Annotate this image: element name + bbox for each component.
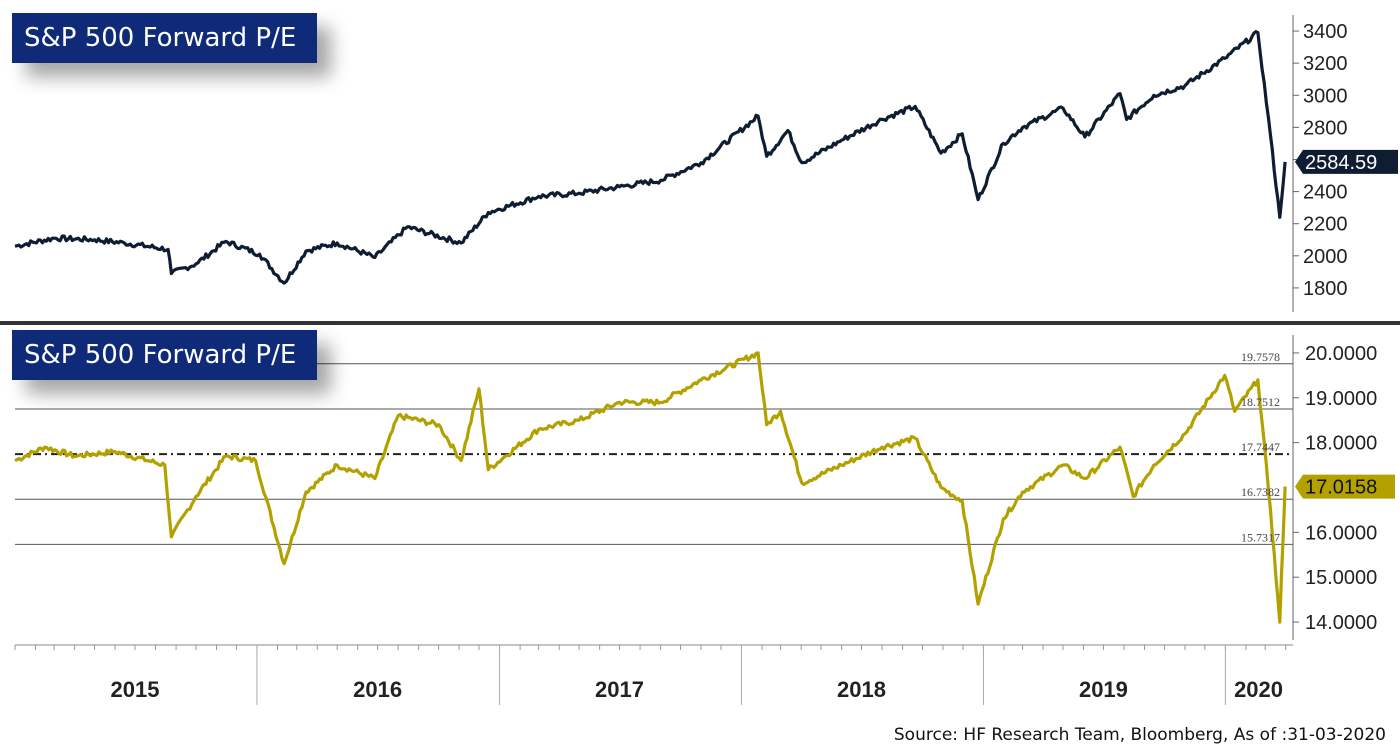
reference-line-label: 17.7447 [1241, 440, 1280, 454]
reference-line-label: 18.7512 [1241, 395, 1280, 409]
y-tick-label: 14.0000 [1305, 612, 1377, 634]
x-tick-label: 2019 [1079, 677, 1128, 702]
x-tick-label: 2017 [595, 677, 644, 702]
x-tick-label: 2015 [111, 677, 160, 702]
series-line [14, 351, 1287, 624]
y-tick-label: 2400 [1303, 182, 1348, 204]
bottom-panel: 19.7578 18.7512 17.7447 16.7382 15.7317 20.00… [14, 335, 1395, 640]
last-value-label: 17.0158 [1305, 477, 1377, 499]
y-tick-label: 3400 [1303, 21, 1348, 43]
reference-line-label: 15.7317 [1241, 530, 1280, 544]
y-tick-label: 2000 [1303, 246, 1348, 268]
last-value-badge [1295, 149, 1398, 174]
y-tick-label: 2800 [1303, 117, 1348, 139]
bottom-chart-title: S&P 500 Forward P/E [12, 330, 317, 380]
top-chart-title: S&P 500 Forward P/E [12, 13, 317, 63]
reference-line-label: 19.7578 [1241, 350, 1280, 364]
source-note: Source: HF Research Team, Bloomberg, As … [893, 725, 1386, 745]
x-tick-label: 2016 [353, 677, 402, 702]
last-value-label: 2584.59 [1305, 152, 1377, 174]
y-tick-label: 16.0000 [1305, 522, 1377, 544]
y-tick-label: 3200 [1303, 53, 1348, 75]
y-tick-label: 19.0000 [1305, 388, 1377, 410]
x-tick-label: 2018 [837, 677, 886, 702]
y-tick-label: 20.0000 [1305, 343, 1377, 365]
y-tick-label: 18.0000 [1305, 433, 1377, 455]
series-line [14, 30, 1287, 285]
last-value-badge [1295, 474, 1395, 499]
reference-line-label: 16.7382 [1241, 485, 1280, 499]
y-tick-label: 2200 [1303, 214, 1348, 236]
y-tick-label: 15.0000 [1305, 567, 1377, 589]
y-tick-label: 1800 [1303, 278, 1348, 300]
x-tick-label: 2020 [1234, 677, 1283, 702]
y-tick-label: 3000 [1303, 85, 1348, 107]
x-axis: 2015 2016 2017 2018 2019 2020 [14, 644, 1293, 705]
top-panel: 3400320030002800260024002200200018002584… [0, 15, 1400, 325]
